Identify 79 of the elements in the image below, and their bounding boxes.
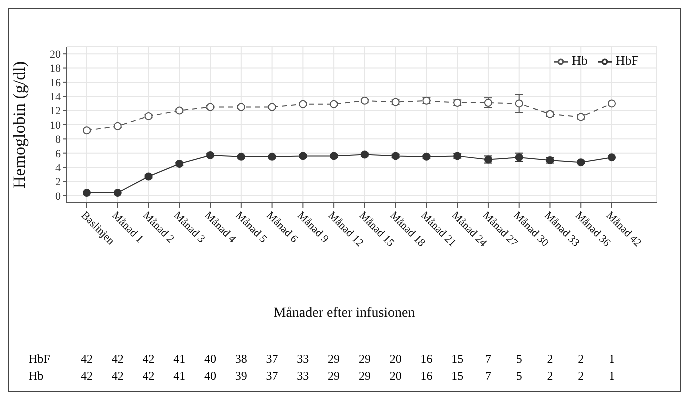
point	[608, 154, 616, 162]
point	[83, 189, 91, 198]
text: 1	[608, 352, 616, 367]
x-axis-title: Månader efter infusionen	[272, 306, 416, 322]
y-tick-label: 2	[56, 176, 61, 189]
text: 20	[388, 369, 403, 384]
text: 29	[358, 352, 372, 367]
text: 39	[234, 369, 248, 384]
text: 20	[388, 352, 403, 367]
point	[176, 160, 184, 168]
text: 38	[234, 352, 248, 367]
y-tick-label: 4	[56, 162, 62, 174]
y-tick-label: 8	[56, 134, 62, 146]
y-tick-label: 16	[50, 77, 62, 90]
point	[237, 103, 246, 112]
text: 29	[358, 369, 372, 384]
point	[299, 100, 308, 108]
text: 41	[172, 369, 187, 384]
point	[114, 122, 122, 130]
point	[144, 112, 153, 120]
point	[422, 152, 431, 161]
text: 42	[80, 352, 94, 367]
y-tick-label: 10	[50, 120, 62, 132]
text: 15	[450, 369, 465, 384]
y-tick-label: 0	[56, 190, 62, 203]
point	[330, 152, 338, 160]
point	[206, 103, 215, 112]
text: 7	[484, 369, 492, 384]
y-tick-label: 6	[56, 148, 62, 160]
text: 37	[265, 369, 280, 384]
text: 5	[515, 369, 524, 384]
point	[83, 126, 91, 135]
y-tick-label: 20	[50, 48, 62, 61]
text: 33	[296, 352, 310, 367]
text: 37	[265, 352, 280, 367]
point	[608, 100, 616, 108]
text: 1	[608, 369, 616, 384]
point	[114, 189, 122, 198]
point	[237, 152, 246, 161]
text: Hb	[29, 369, 44, 384]
text: 40	[204, 352, 218, 367]
text: 2	[546, 352, 554, 367]
text: 2	[577, 352, 586, 367]
point	[515, 100, 524, 108]
text: 2	[546, 369, 554, 384]
text: 42	[110, 352, 125, 367]
text: 40	[204, 369, 218, 384]
text: 41	[172, 352, 187, 367]
y-tick-label: 18	[50, 63, 62, 76]
point	[268, 103, 276, 112]
text: 29	[327, 369, 342, 384]
point	[360, 96, 369, 105]
point	[330, 100, 338, 108]
text: 5	[515, 352, 524, 367]
point	[206, 151, 215, 160]
point	[144, 172, 153, 181]
point	[176, 106, 184, 115]
text: 16	[420, 369, 434, 384]
text: 42	[142, 352, 156, 367]
y-axis-title: Hemoglobin (g/dl)	[10, 61, 30, 188]
text: 16	[420, 352, 434, 367]
y-tick-label: 12	[50, 106, 61, 118]
text: HbF	[29, 352, 50, 367]
legend-label: HbF	[616, 53, 639, 68]
text: 2	[577, 369, 586, 384]
text: 42	[80, 369, 94, 384]
text: 42	[142, 369, 156, 384]
point	[577, 158, 586, 167]
text: 15	[450, 352, 465, 367]
point	[360, 150, 369, 159]
point	[392, 152, 400, 160]
point	[268, 152, 276, 161]
text: 33	[296, 369, 310, 384]
text: 29	[327, 352, 342, 367]
text: 42	[110, 369, 125, 384]
point	[299, 152, 308, 160]
y-tick-label: 14	[50, 92, 62, 104]
legend-label: Hb	[572, 53, 588, 68]
text: 7	[484, 352, 492, 367]
